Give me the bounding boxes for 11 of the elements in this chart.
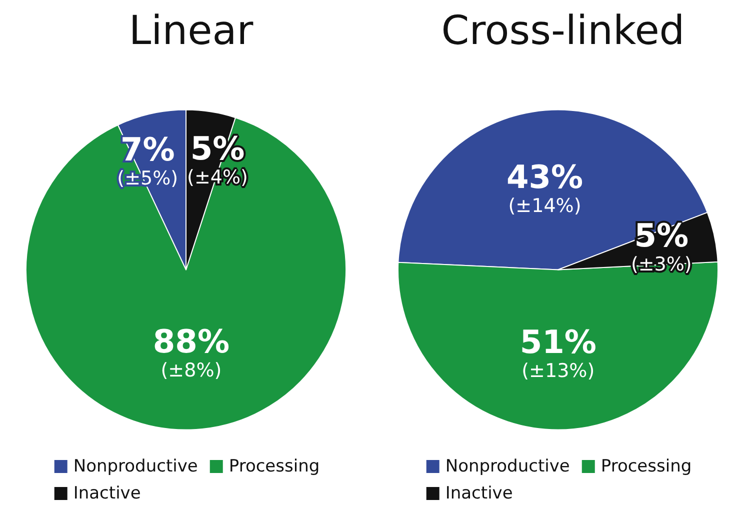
legend-label: Processing <box>228 456 320 476</box>
legend-label: Inactive <box>445 484 513 504</box>
data-label: 88% (±8%) <box>152 322 230 382</box>
legend-label: Nonproductive <box>73 456 198 476</box>
legend-label: Nonproductive <box>445 456 570 476</box>
chart-title: Cross-linked <box>441 8 685 54</box>
data-label: 51% (±13%) <box>520 322 596 382</box>
legend-label: Inactive <box>73 484 141 504</box>
legend-label: Processing <box>600 456 692 476</box>
chart-title: Linear <box>128 8 254 54</box>
data-label: 43% (±14%) <box>506 158 584 217</box>
